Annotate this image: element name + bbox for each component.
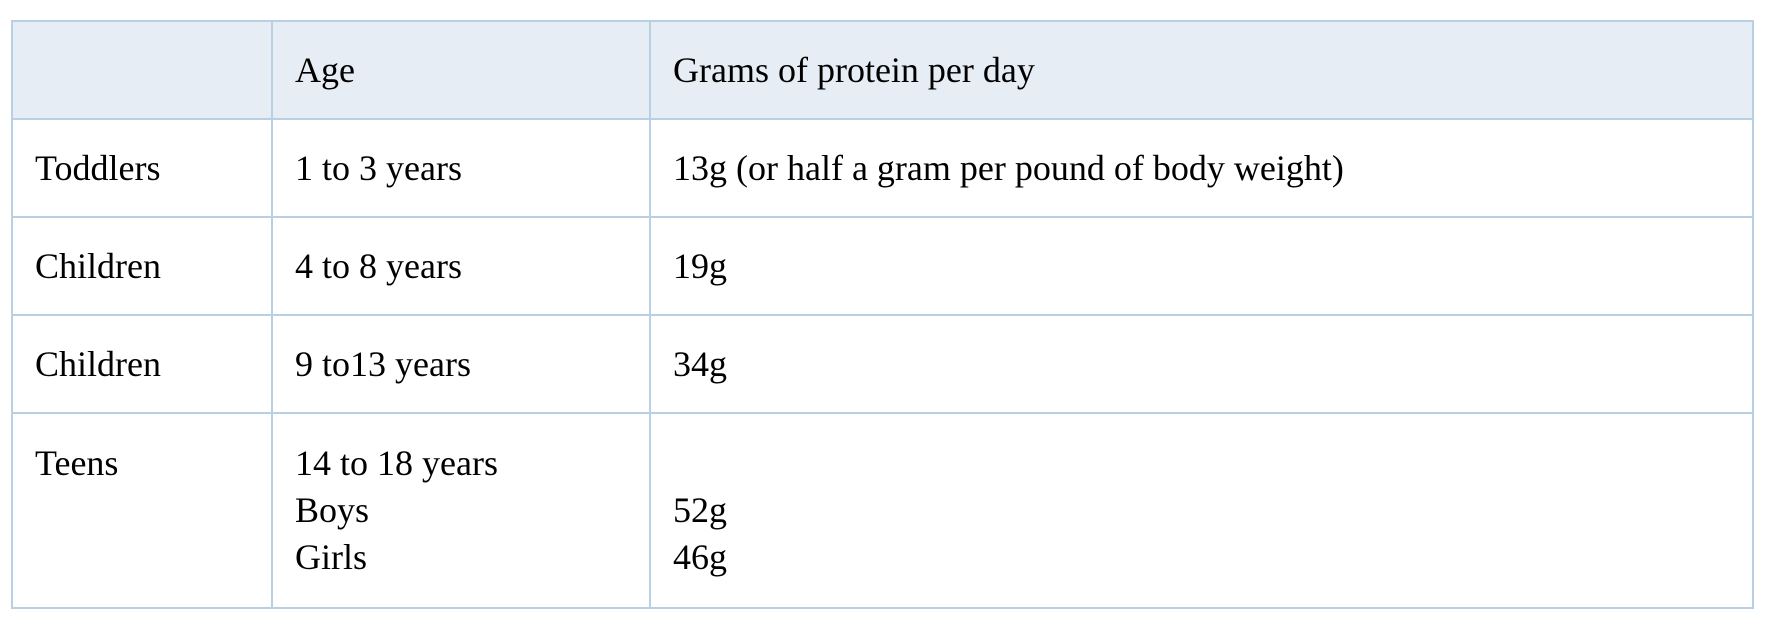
table-row: Teens 14 to 18 years Boys Girls 52g 46g [11,412,1754,609]
table-row: Toddlers 1 to 3 years 13g (or half a gram … [11,118,1754,218]
protein-cell: 52g 46g [649,412,1754,609]
table-body: Toddlers 1 to 3 years 13g (or half a gram … [11,118,1754,609]
age-text: Boys [295,490,370,530]
header-row: Age Grams of protein per day [11,20,1754,120]
protein-cell: 34g [649,314,1754,414]
protein-text: 19g [673,245,727,286]
age-text: 4 to 8 years [295,245,462,286]
age-cell: 4 to 8 years [271,216,651,316]
age-cell: 9 to13 years [271,314,651,414]
protein-text: 13g (or half a gram per pound of body we… [673,147,1344,188]
protein-text: 34g [673,343,727,384]
header-cell [11,20,273,120]
header-cell: Grams of protein per day [649,20,1754,120]
group-cell: Teens [11,412,273,609]
group-cell: Children [11,314,273,414]
table-row: Children 9 to13 years 34g [11,314,1754,414]
age-text: 1 to 3 years [295,147,462,188]
header-cell: Age [271,20,651,120]
table-container: Age Grams of protein per day Toddlers 1 t… [11,20,1754,609]
table-header: Age Grams of protein per day [11,20,1754,120]
protein-table: Age Grams of protein per day Toddlers 1 t… [11,20,1754,609]
protein-cell: 13g (or half a gram per pound of body we… [649,118,1754,218]
table-row: Children 4 to 8 years 19g [11,216,1754,316]
protein-text: 46g [673,537,727,577]
age-cell: 14 to 18 years Boys Girls [271,412,651,609]
age-text: Girls [295,537,367,577]
protein-text: 52g [673,490,727,530]
group-cell: Children [11,216,273,316]
age-cell: 1 to 3 years [271,118,651,218]
age-text: 9 to13 years [295,343,471,384]
group-cell: Toddlers [11,118,273,218]
age-text: 14 to 18 years [295,443,498,483]
protein-cell: 19g [649,216,1754,316]
